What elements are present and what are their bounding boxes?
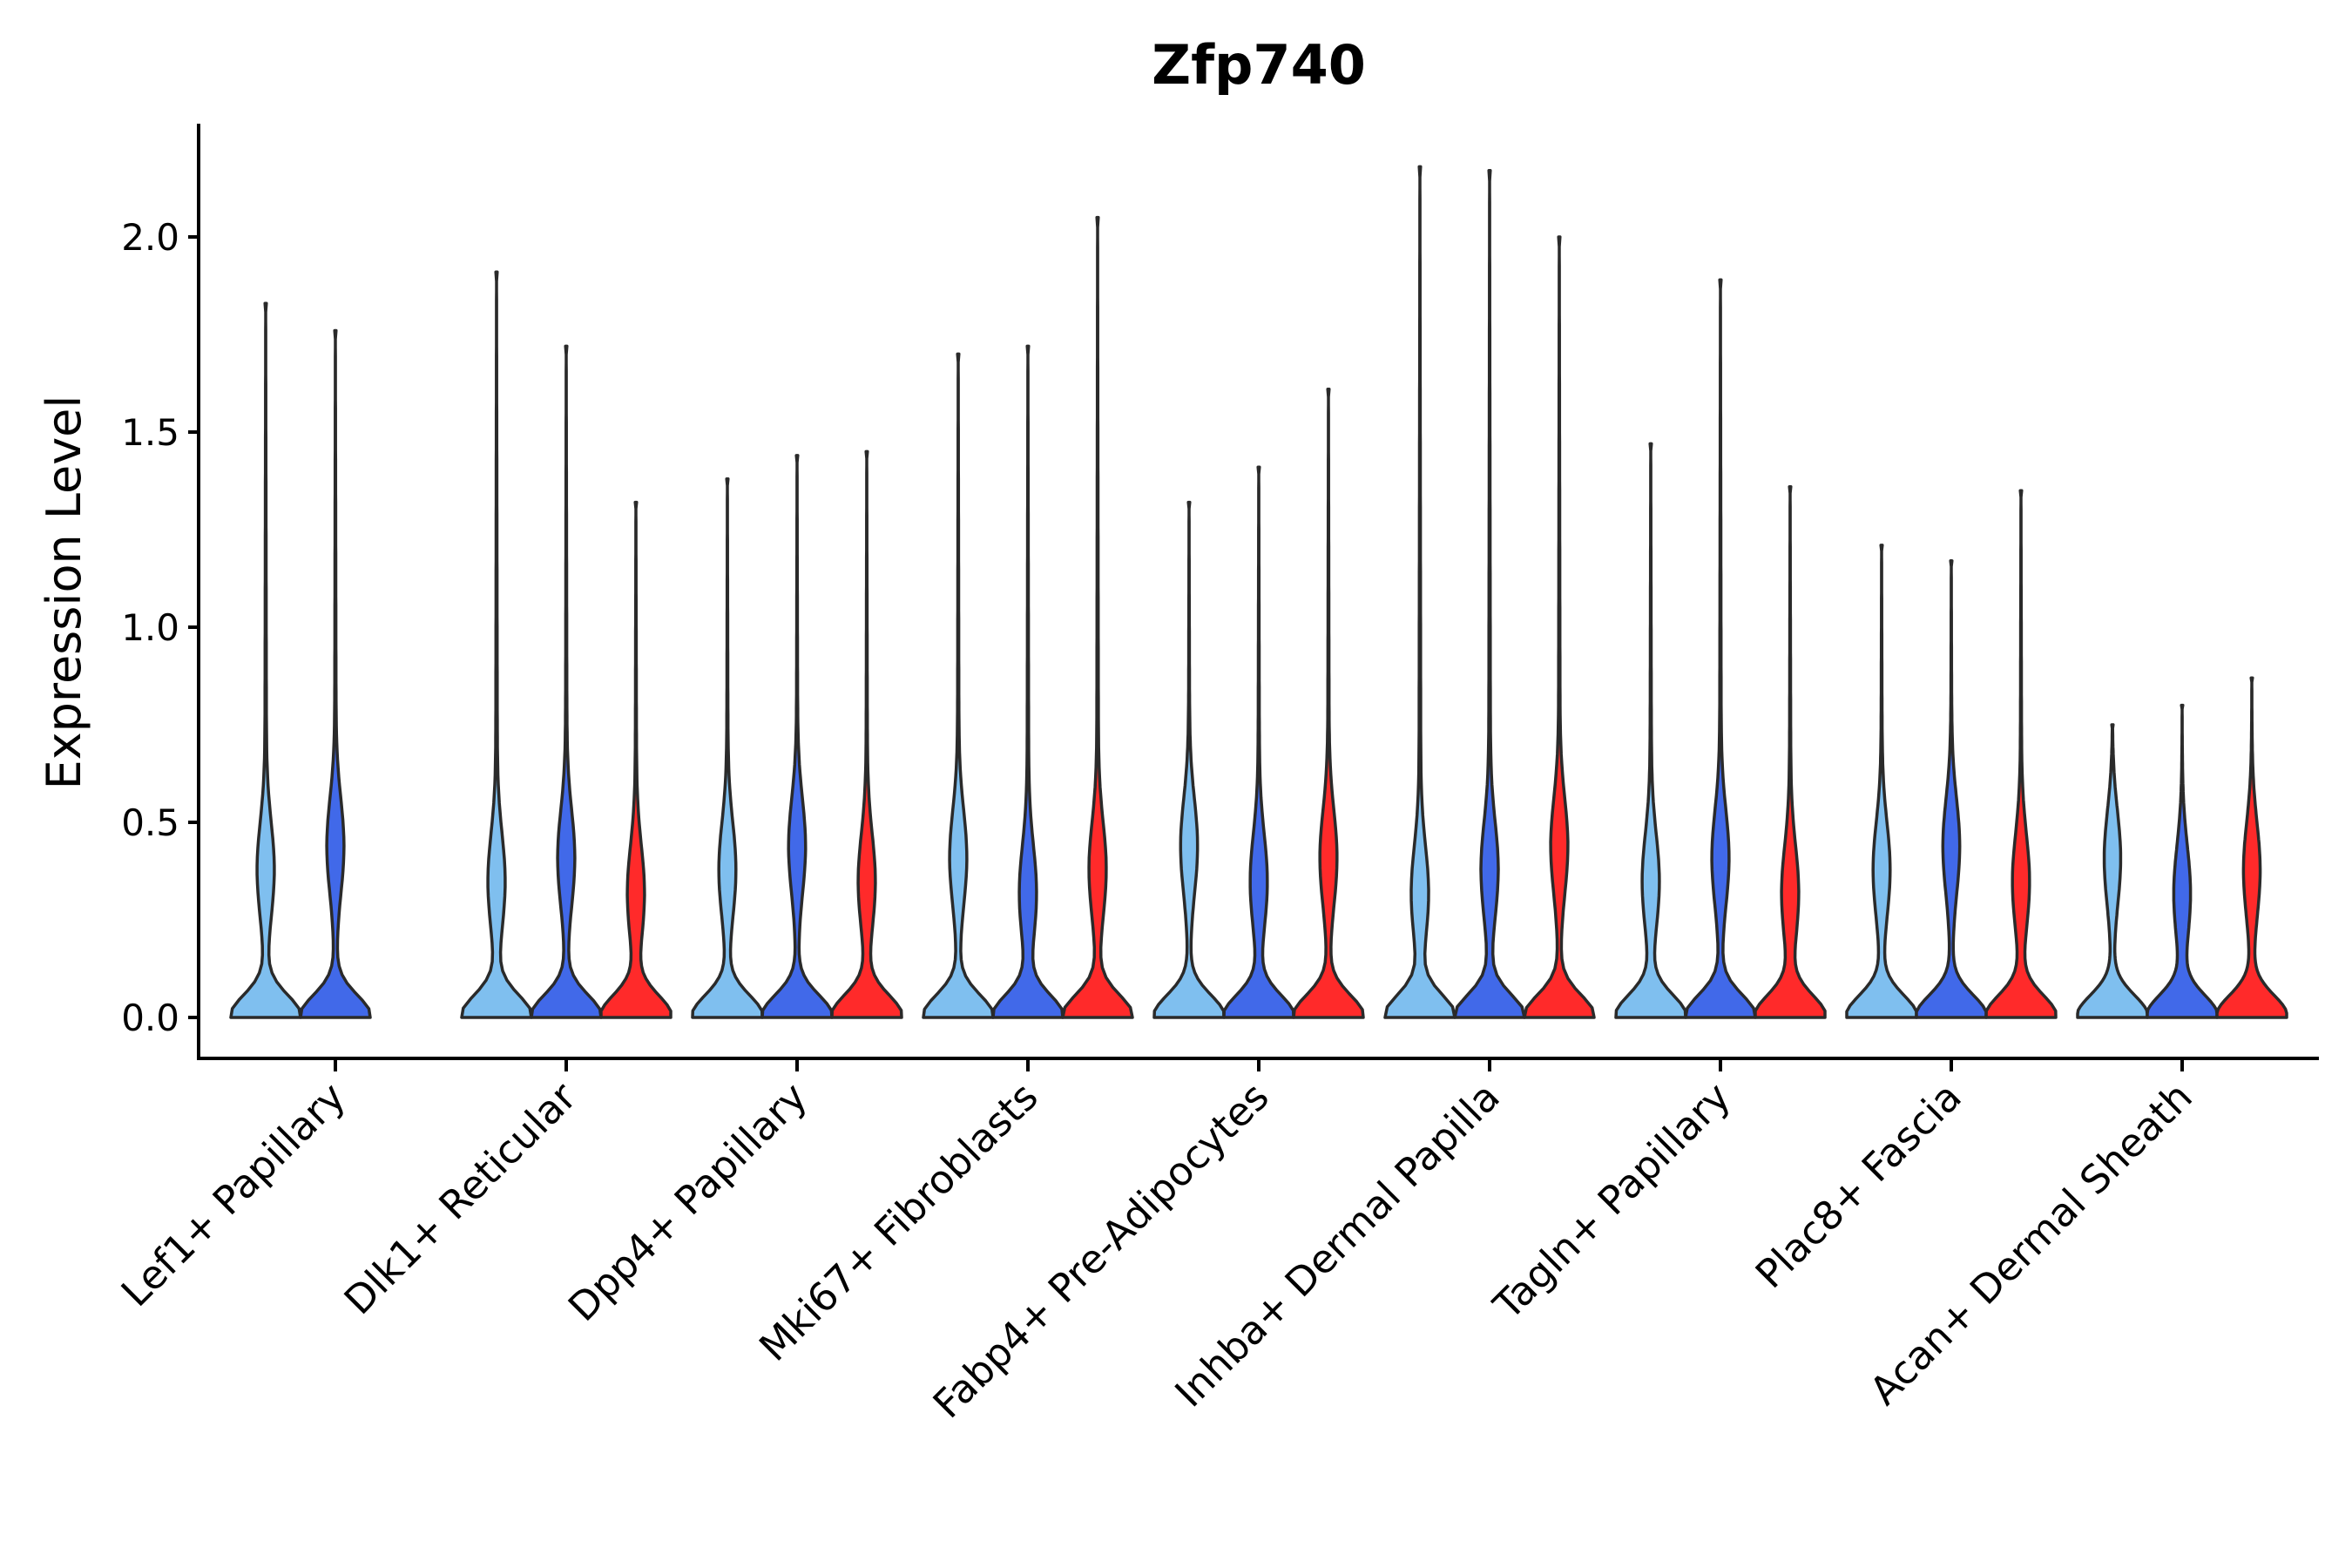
y-ticks: 0.0 0.5 1.0 1.5 2.0 [121, 216, 199, 1039]
y-tick-label: 2.0 [121, 216, 179, 259]
violin-1-2 [599, 500, 672, 1019]
violin-2-2 [830, 449, 903, 1019]
violin-4-1 [1222, 465, 1295, 1019]
violin-2-1 [760, 454, 834, 1019]
violin-8-1 [2146, 703, 2219, 1019]
violin-1-1 [530, 344, 603, 1019]
y-tick-label: 1.0 [121, 606, 179, 649]
violin-6-2 [1754, 484, 1827, 1019]
category-label: Tagln+ Papillary [1484, 1073, 1740, 1328]
violin-8-0 [2076, 723, 2149, 1019]
violin-7-0 [1845, 544, 1918, 1019]
y-tick-label: 0.5 [121, 801, 179, 844]
category-label: Dlk1+ Reticular [335, 1073, 585, 1323]
violin-group [229, 165, 2288, 1019]
violin-3-0 [922, 352, 995, 1019]
y-axis-label: Expression Level [37, 395, 91, 790]
violin-0-1 [299, 328, 372, 1019]
violin-8-2 [2215, 676, 2288, 1019]
category-label: Lef1+ Papillary [112, 1073, 355, 1315]
violin-5-0 [1383, 165, 1456, 1019]
chart-title: Zfp740 [1152, 33, 1366, 97]
violin-5-2 [1523, 235, 1596, 1019]
violin-1-0 [460, 270, 533, 1019]
violin-3-1 [991, 344, 1064, 1019]
violin-6-1 [1684, 278, 1757, 1019]
category-label: Dpp4+ Papillary [559, 1073, 816, 1330]
category-label: Plac8+ Fascia [1747, 1073, 1970, 1297]
violin-3-2 [1061, 215, 1134, 1019]
y-tick-label: 1.5 [121, 411, 179, 454]
y-tick-label: 0.0 [121, 997, 179, 1039]
violin-0-0 [229, 301, 302, 1019]
violin-7-1 [1915, 559, 1988, 1019]
violin-6-0 [1614, 442, 1687, 1019]
violin-4-0 [1152, 500, 1226, 1019]
violin-2-0 [691, 477, 764, 1019]
violin-4-2 [1292, 387, 1365, 1019]
violin-7-2 [1984, 489, 2058, 1019]
violin-5-1 [1453, 169, 1526, 1019]
